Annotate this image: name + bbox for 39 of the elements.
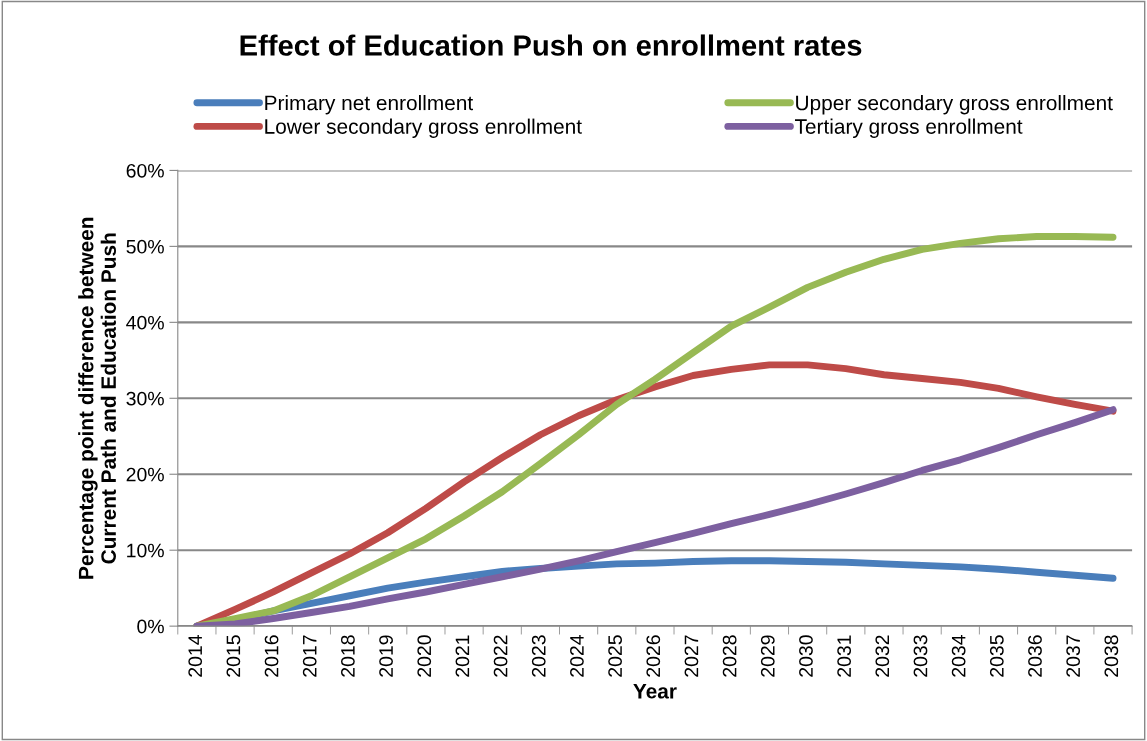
y-tick-label: 0% <box>137 619 164 634</box>
x-tick-label: 2017 <box>302 635 317 677</box>
x-tick-label: 2018 <box>341 635 355 677</box>
y-tick-label: 30% <box>126 391 164 406</box>
x-tick-label: 2023 <box>531 635 546 677</box>
legend-label: Lower secondary gross enrollment <box>265 118 582 139</box>
x-tick-label: 2035 <box>989 635 1004 677</box>
x-tick-label: 2030 <box>799 635 813 677</box>
y-tick-label: 10% <box>127 543 164 558</box>
x-tick-label: 2029 <box>760 635 775 677</box>
x-tick-label: 2021 <box>455 635 470 677</box>
x-tick-label: 2026 <box>646 635 661 677</box>
x-tick-label: 2034 <box>951 635 966 677</box>
x-tick-label: 2015 <box>226 635 241 677</box>
legend-label: Upper secondary gross enrollment <box>796 95 1113 115</box>
x-axis-title: Year <box>633 684 677 699</box>
x-tick-label: 2027 <box>684 635 699 677</box>
x-tick-label: 2036 <box>1028 635 1042 677</box>
x-tick-label: 2033 <box>913 635 928 677</box>
legend-label: Primary net enrollment <box>265 95 474 115</box>
x-tick-label: 2028 <box>722 635 737 677</box>
x-tick-label: 2020 <box>417 635 432 677</box>
x-tick-label: 2032 <box>875 635 890 677</box>
x-tick-label: 2024 <box>570 635 584 677</box>
x-tick-label: 2025 <box>608 635 622 677</box>
x-tick-label: 2014 <box>188 635 203 677</box>
y-axis-title: Percentage point difference between Current Path and Education Push <box>78 217 116 579</box>
x-tick-label: 2037 <box>1066 635 1081 677</box>
y-tick-label: 60% <box>126 163 164 178</box>
x-tick-label: 2022 <box>493 635 508 677</box>
y-tick-label: 20% <box>126 467 164 482</box>
chart-title: Effect of Education Push on enrollment rates <box>240 34 862 56</box>
x-tick-label: 2038 <box>1104 635 1119 677</box>
y-tick-label: 50% <box>126 239 164 254</box>
x-tick-label: 2019 <box>379 635 393 677</box>
legend-label: Tertiary gross enrollment <box>794 118 1023 139</box>
x-tick-label: 2016 <box>264 635 279 677</box>
x-tick-label: 2031 <box>837 635 852 677</box>
y-tick-label: 40% <box>126 315 164 330</box>
